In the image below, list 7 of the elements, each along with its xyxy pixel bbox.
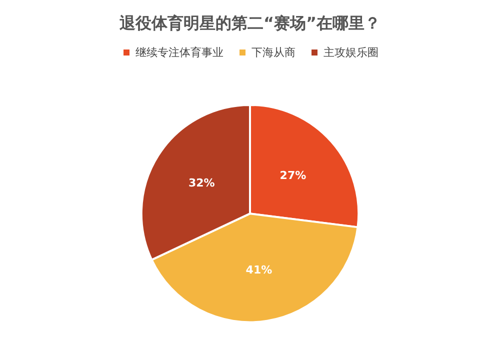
chart-title: 退役体育明星的第二“赛场”在哪里？ bbox=[118, 14, 381, 32]
legend-label: 主攻娱乐圈 bbox=[324, 46, 378, 59]
legend-label: 下海从商 bbox=[252, 46, 296, 59]
data-label: 32% bbox=[188, 176, 215, 190]
legend-label: 继续专注体育事业 bbox=[136, 46, 224, 59]
data-label: 41% bbox=[246, 264, 272, 277]
data-label: 27% bbox=[280, 169, 306, 182]
